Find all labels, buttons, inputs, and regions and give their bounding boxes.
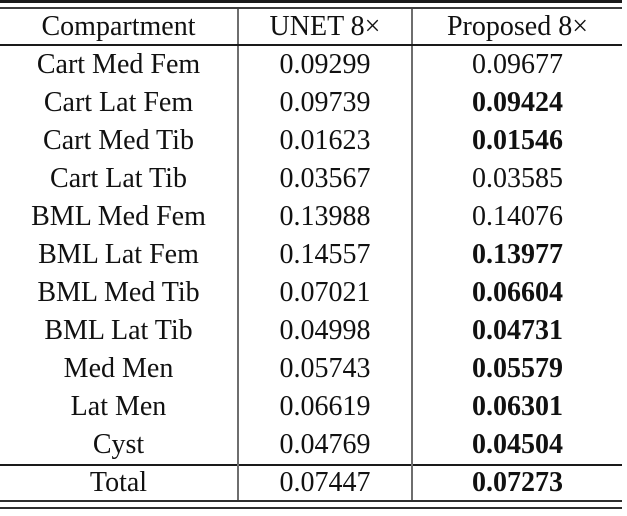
row-label: Cart Lat Tib xyxy=(0,160,239,198)
table-row: BML Lat Tib 0.04998 0.04731 xyxy=(0,312,622,350)
unet-value: 0.09299 xyxy=(238,45,413,84)
proposed-value: 0.09424 xyxy=(472,87,563,118)
total-label: Total xyxy=(0,464,239,500)
row-label: BML Med Tib xyxy=(0,274,239,312)
unet-value: 0.03567 xyxy=(238,160,413,198)
unet-value: 0.14557 xyxy=(238,236,413,274)
rule-bottom-inner xyxy=(0,507,622,509)
table-row: Cart Med Tib 0.01623 0.01546 xyxy=(0,122,622,160)
table-row: BML Lat Fem 0.14557 0.13977 xyxy=(0,236,622,274)
row-label: Cart Med Fem xyxy=(0,45,239,84)
proposed-value: 0.05579 xyxy=(472,353,563,384)
unet-value: 0.09739 xyxy=(238,84,413,122)
row-label: BML Med Fem xyxy=(0,198,239,236)
unet-value: 0.04769 xyxy=(238,426,413,465)
proposed-value: 0.04731 xyxy=(472,315,563,346)
table-row: Cart Med Fem 0.09299 0.09677 xyxy=(0,45,622,84)
table-row: Lat Men 0.06619 0.06301 xyxy=(0,388,622,426)
table-row: Cart Lat Fem 0.09739 0.09424 xyxy=(0,84,622,122)
unet-value: 0.05743 xyxy=(238,350,413,388)
proposed-value: 0.09677 xyxy=(472,49,563,80)
proposed-value: 0.04504 xyxy=(472,429,563,460)
proposed-value: 0.06604 xyxy=(472,277,563,308)
rule-top-inner xyxy=(0,7,622,9)
row-label: Cart Med Tib xyxy=(0,122,239,160)
unet-value: 0.04998 xyxy=(238,312,413,350)
row-label: BML Lat Fem xyxy=(0,236,239,274)
rule-bottom-outer xyxy=(0,500,622,502)
proposed-value: 0.06301 xyxy=(472,391,563,422)
unet-value: 0.01623 xyxy=(238,122,413,160)
proposed-value: 0.13977 xyxy=(472,239,563,270)
total-row: Total 0.07447 0.07273 xyxy=(0,464,622,500)
results-table-container: Compartment UNET 8× Proposed 8× Cart Med… xyxy=(0,0,622,509)
proposed-value: 0.14076 xyxy=(472,201,563,232)
proposed-value: 0.03585 xyxy=(472,163,563,194)
col-header-proposed: Proposed 8× xyxy=(412,9,622,46)
table-row: Med Men 0.05743 0.05579 xyxy=(0,350,622,388)
row-label: BML Lat Tib xyxy=(0,312,239,350)
unet-value: 0.13988 xyxy=(238,198,413,236)
total-proposed-value: 0.07273 xyxy=(412,464,622,500)
row-label: Cyst xyxy=(0,426,239,465)
table-row: Cyst 0.04769 0.04504 xyxy=(0,426,622,465)
unet-value: 0.06619 xyxy=(238,388,413,426)
row-label: Lat Men xyxy=(0,388,239,426)
rule-top-outer xyxy=(0,0,622,3)
proposed-value: 0.01546 xyxy=(472,125,563,156)
col-header-compartment: Compartment xyxy=(0,9,239,46)
row-label: Med Men xyxy=(0,350,239,388)
table-row: BML Med Fem 0.13988 0.14076 xyxy=(0,198,622,236)
results-table: Compartment UNET 8× Proposed 8× Cart Med… xyxy=(0,9,622,500)
header-row: Compartment UNET 8× Proposed 8× xyxy=(0,9,622,46)
total-unet-value: 0.07447 xyxy=(238,464,413,500)
col-header-unet: UNET 8× xyxy=(238,9,413,46)
table-row: Cart Lat Tib 0.03567 0.03585 xyxy=(0,160,622,198)
unet-value: 0.07021 xyxy=(238,274,413,312)
table-row: BML Med Tib 0.07021 0.06604 xyxy=(0,274,622,312)
row-label: Cart Lat Fem xyxy=(0,84,239,122)
